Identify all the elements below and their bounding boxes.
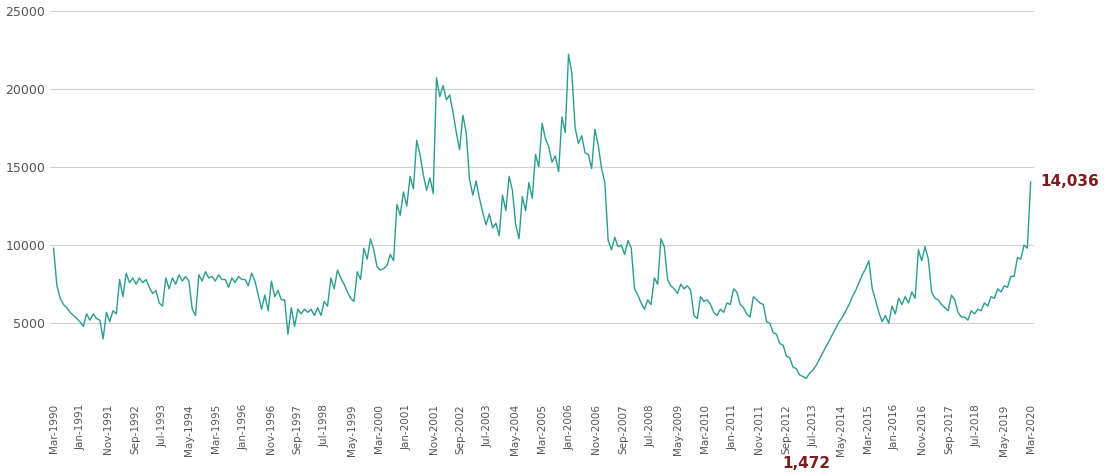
- Text: 1,472: 1,472: [782, 456, 830, 471]
- Text: 14,036: 14,036: [1041, 175, 1100, 190]
